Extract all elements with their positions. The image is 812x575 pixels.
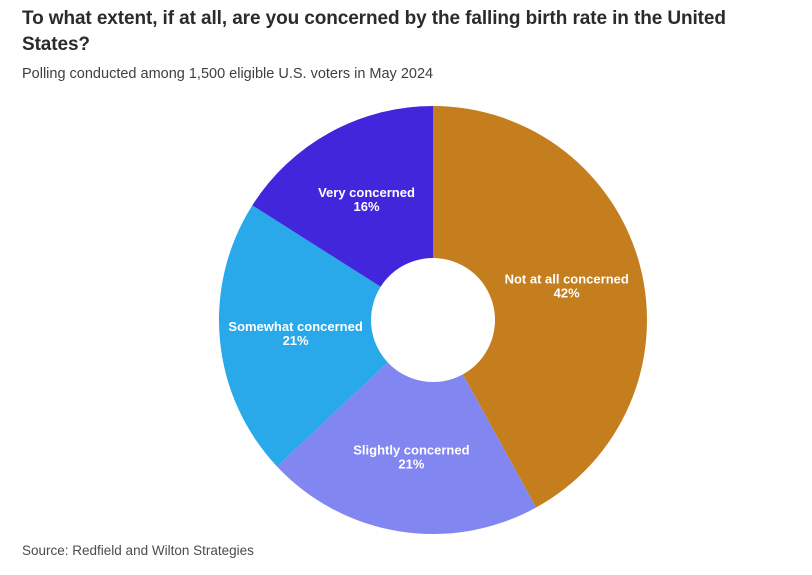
donut-chart-svg: Not at all concerned 42% Slightly concerne… <box>218 106 648 535</box>
chart-title: To what extent, if at all, are you conce… <box>22 8 726 55</box>
donut-chart: Not at all concerned 42% Slightly concerne… <box>213 100 653 540</box>
source-note: Source: Redfield and Wilton Strategies <box>22 543 254 558</box>
pie-slice-very-concerned <box>252 106 433 287</box>
pie-slice-slightly-concerned <box>277 362 537 535</box>
pie-slice-label-somewhat-concerned: Somewhat concerned 21% <box>228 319 362 348</box>
pie-slice-label-very-concerned: Very concerned 16% <box>318 185 415 214</box>
pie-slice-somewhat-concerned <box>218 205 388 467</box>
chart-subtitle: Polling conducted among 1,500 eligible U… <box>22 66 434 82</box>
pie-slice-not-at-all-concerned <box>433 106 648 508</box>
pie-slice-label-not-at-all-concerned: Not at all concerned 42% <box>505 272 629 301</box>
pie-slice-label-slightly-concerned: Slightly concerned 21% <box>353 442 469 471</box>
